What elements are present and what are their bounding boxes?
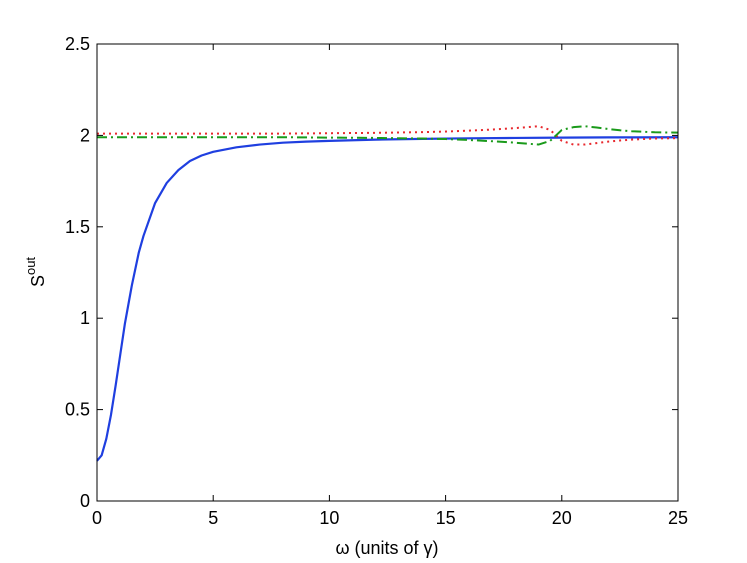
x-axis-ticks: 0 5 10 15 20 25	[92, 44, 688, 528]
x-tick-label: 0	[92, 508, 102, 528]
x-tick-label: 25	[668, 508, 688, 528]
y-axis-label-superscript: out	[23, 257, 38, 275]
x-axis-label: ω (units of γ)	[335, 538, 438, 558]
plot-lines	[96, 125, 679, 462]
series-line-3-dashdot	[97, 125, 679, 146]
series-line-1-solid	[96, 136, 679, 462]
y-tick-label: 1.5	[65, 217, 90, 237]
y-tick-label: 0	[80, 491, 90, 511]
y-axis-label: Sout	[23, 257, 48, 287]
x-tick-label: 20	[552, 508, 572, 528]
x-tick-label: 10	[319, 508, 339, 528]
y-axis-label-base: S	[28, 275, 48, 287]
y-axis-ticks: 0 0.5 1 1.5 2 2.5	[65, 34, 678, 511]
y-tick-label: 0.5	[65, 400, 90, 420]
y-tick-label: 2	[80, 125, 90, 145]
x-tick-label: 5	[208, 508, 218, 528]
x-tick-label: 15	[436, 508, 456, 528]
y-tick-label: 1	[80, 308, 90, 328]
y-tick-label: 2.5	[65, 34, 90, 54]
plot-frame	[96, 43, 679, 502]
series-line-2-dotted	[97, 125, 679, 146]
